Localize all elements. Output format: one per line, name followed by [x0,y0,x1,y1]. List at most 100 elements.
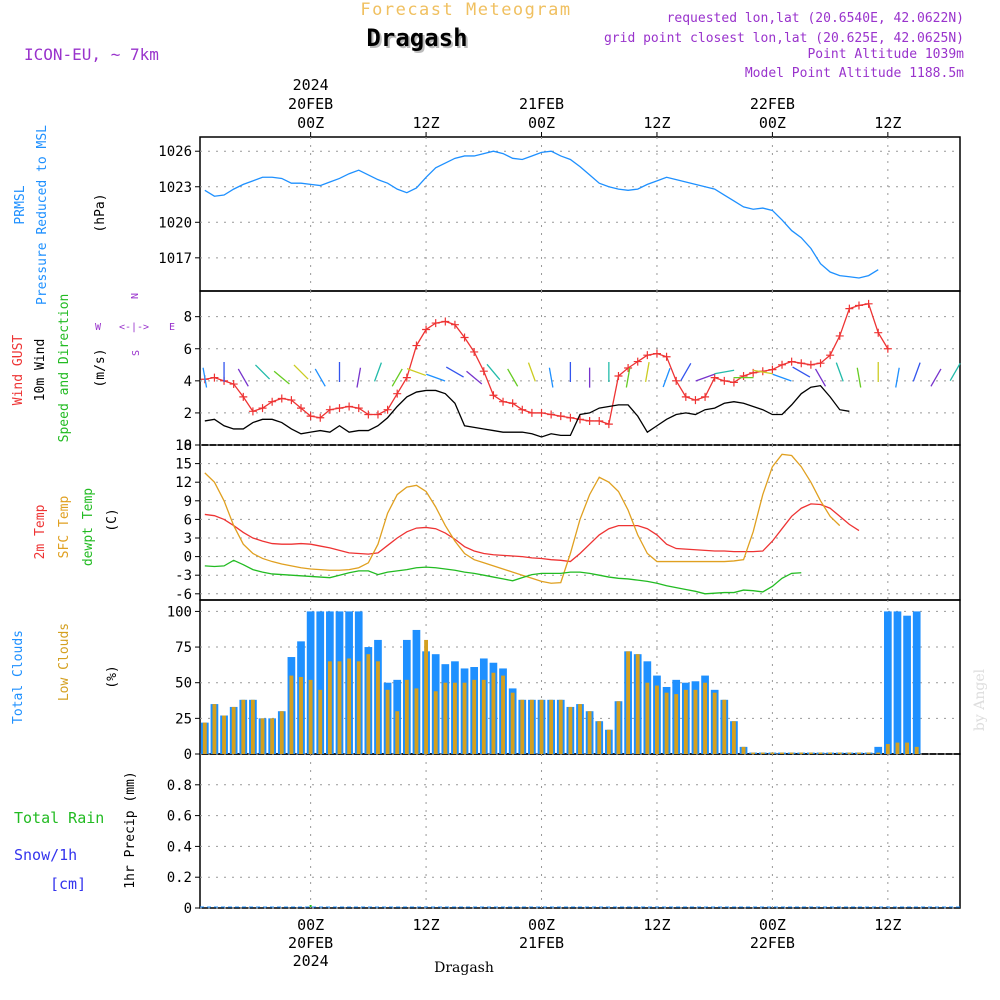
wind-direction-arrow [314,368,326,387]
low-cloud-bar [770,752,775,754]
low-cloud-bar [914,746,919,754]
low-cloud-bar [260,718,265,754]
y-tick-label: 0 [184,901,192,917]
model-label: ICON-EU, ~ 7km [24,45,159,64]
wind-gust-marker [325,405,334,414]
wind-gust-marker [239,392,248,401]
low-cloud-bar [337,661,342,754]
label-ms: (m/s) [93,348,108,387]
wind-direction-arrow [273,370,290,385]
label-prmsl: PRMSL [13,185,28,224]
wind-gust-marker [508,399,517,408]
wind-gust-marker [277,394,286,403]
label-wind-gust: Wind GUST [11,335,26,406]
low-cloud-bar [866,752,871,754]
wind-gust-marker [701,392,710,401]
low-cloud-bar [712,692,717,754]
wind-direction-arrow [856,367,862,388]
low-cloud-bar [250,699,255,754]
label-celsius: (C) [105,508,120,531]
wind-gust-marker [864,299,873,308]
low-cloud-bar [703,682,707,754]
bottom-time-label: 22FEB [750,934,795,952]
low-cloud-bar [837,752,842,754]
compass-rose: N W <-|-> E S [95,293,175,356]
wind-gust-marker [797,359,806,368]
label-10m-wind: 10m Wind [33,339,48,402]
wind-gust-marker [393,389,402,398]
total-cloud-bar [903,615,911,754]
top-time-label: 21FEB [519,95,564,113]
low-cloud-bar [404,679,409,754]
low-cloud-bar [741,746,746,754]
wind-gust-marker [691,396,700,405]
wind-gust-marker [768,365,777,374]
y-tick-label: 50 [175,676,192,692]
wind-gust-marker [364,410,373,419]
wind-gust-marker [604,420,613,429]
wind-gust-marker [585,416,594,425]
wind-gust-marker [778,360,787,369]
wind-gust-marker [729,378,738,387]
y-tick-label: 4 [184,374,192,390]
y-tick-label: -6 [175,587,192,603]
wind-gust-marker [470,347,479,356]
wind-gust-marker [527,408,536,417]
bottom-time-label: 00Z [297,916,324,934]
low-cloud-bar [453,682,457,754]
wind-gust-marker [566,413,575,422]
label-total-clouds: Total Clouds [11,630,26,724]
wind-gust-marker [402,373,411,382]
low-cloud-bar [356,661,361,754]
low-cloud-bar [818,752,823,754]
low-cloud-bar [616,701,621,754]
total-cloud-bar [884,611,892,754]
wind-direction-arrow [391,368,403,387]
wind-direction-arrow [644,362,650,382]
low-cloud-bar [289,675,294,754]
bottom-time-label: 00Z [528,916,555,934]
wind-gust-marker [806,360,815,369]
low-cloud-bar [568,706,573,754]
low-cloud-bar [366,654,371,754]
top-time-label: 00Z [528,114,555,132]
y-tick-label: 2 [184,406,192,422]
low-cloud-bar [241,699,246,754]
wind-direction-arrow [548,367,554,388]
compass-n: N [130,293,141,299]
wind-gust-marker [643,351,652,360]
low-cloud-bar [799,752,804,754]
wind-direction-arrow [486,363,501,381]
wind-gust-marker [499,397,508,406]
low-cloud-bar [847,752,852,754]
low-cloud-bar [481,679,486,754]
wind-gust-marker [431,319,440,328]
wind-direction-arrow [752,369,773,375]
wind-gust-marker [720,376,729,385]
wind-gust-marker [210,373,219,382]
credit: by Angel [972,668,988,731]
low-cloud-bar [895,742,900,754]
pressure-line [204,150,879,279]
label-hpa: (hPa) [93,193,108,232]
wind-direction-arrow [426,373,446,382]
forecast-subtitle: Forecast Meteogram [360,0,571,20]
panel-frame-1 [199,136,961,292]
label-dewpt-temp: dewpt Temp [81,488,96,566]
low-cloud-bar [857,752,861,754]
wind-gust-marker [739,372,748,381]
low-cloud-bar [626,651,631,754]
wind-direction-arrow [930,368,942,387]
wind-gust-marker [537,408,546,417]
y-tick-label: 1026 [158,144,192,160]
low-cloud-bar [587,711,592,754]
wind-gust-line [204,303,889,425]
low-cloud-bar [674,694,679,754]
y-tick-label: 25 [175,711,192,727]
wind-10m-line [204,384,850,438]
bottom-time-label: 21FEB [519,934,564,952]
wind-gust-marker [479,367,488,376]
wind-direction-arrow [625,367,631,388]
